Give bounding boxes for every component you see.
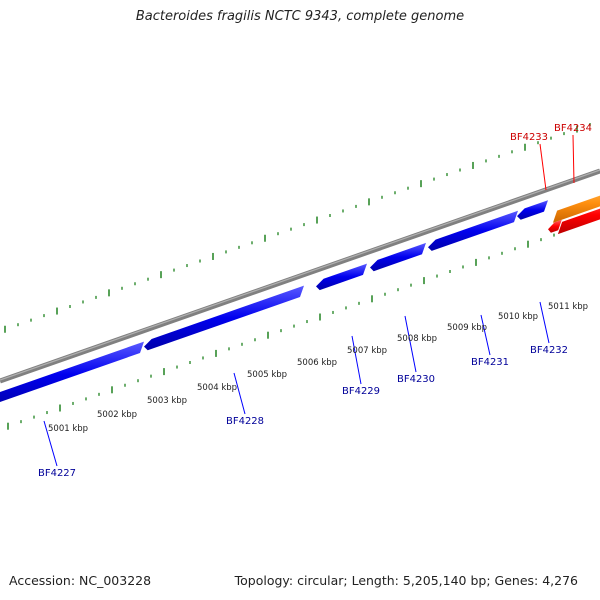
gene-label: BF4232 bbox=[530, 345, 568, 356]
label-leader bbox=[43, 420, 58, 467]
gene-bf4234[interactable] bbox=[552, 183, 600, 223]
gene-label: BF4234 bbox=[554, 123, 592, 134]
scale-label: 5004 kbp bbox=[197, 383, 237, 393]
gene-bf4231[interactable] bbox=[428, 210, 518, 251]
gene-label: BF4229 bbox=[342, 386, 380, 397]
backbone-highlight bbox=[0, 169, 600, 381]
gene-label: BF4227 bbox=[38, 468, 76, 479]
accession-text: Accession: NC_003228 bbox=[9, 573, 152, 588]
genome-summary-text: Topology: circular; Length: 5,205,140 bp… bbox=[234, 573, 578, 588]
scale-label: 5002 kbp bbox=[97, 410, 137, 420]
label-leader bbox=[233, 372, 246, 415]
scale-label: 5006 kbp bbox=[297, 358, 337, 368]
scale-label: 5008 kbp bbox=[397, 334, 437, 344]
label-leader bbox=[351, 335, 362, 385]
label-leader bbox=[539, 143, 547, 191]
gene-bf4232[interactable] bbox=[517, 200, 548, 220]
label-leader bbox=[404, 315, 417, 373]
scale-label: 5009 kbp bbox=[447, 323, 487, 333]
outer-tick-track bbox=[4, 123, 591, 333]
scale-label: 5007 kbp bbox=[347, 346, 387, 356]
gene-bf4233-start[interactable] bbox=[548, 219, 562, 233]
gene-bf4228[interactable] bbox=[144, 285, 304, 351]
gene-label: BF4230 bbox=[397, 374, 435, 385]
gene-label: BF4233 bbox=[510, 132, 548, 143]
gene-label: BF4228 bbox=[226, 416, 264, 427]
gene-features bbox=[0, 183, 600, 408]
label-leader bbox=[480, 314, 491, 356]
gene-bf4229[interactable] bbox=[316, 263, 367, 291]
gene-bf4233[interactable] bbox=[557, 196, 600, 235]
label-leader bbox=[572, 134, 575, 184]
scale-label: 5003 kbp bbox=[147, 396, 187, 406]
backbone-line bbox=[0, 168, 600, 384]
gene-label: BF4231 bbox=[471, 357, 509, 368]
map-title: Bacteroides fragilis NCTC 9343, complete… bbox=[135, 9, 465, 24]
inner-tick-track bbox=[7, 233, 555, 430]
scale-label: 5001 kbp bbox=[48, 424, 88, 434]
feature-labels: BF4227 BF4228 BF4229 BF4230 BF4231 BF4232 BF42… bbox=[38, 123, 592, 479]
scale-label: 5005 kbp bbox=[247, 370, 287, 380]
gene-bf4230[interactable] bbox=[370, 242, 426, 272]
scale-label: 5010 kbp bbox=[498, 312, 538, 322]
backbone bbox=[0, 168, 600, 384]
gene-bf4227[interactable] bbox=[0, 341, 144, 408]
scale-label: 5011 kbp bbox=[548, 302, 588, 312]
scale-labels: 5001 kbp 5002 kbp 5003 kbp 5004 kbp 5005 kbp… bbox=[48, 302, 588, 434]
label-leader bbox=[539, 301, 550, 344]
